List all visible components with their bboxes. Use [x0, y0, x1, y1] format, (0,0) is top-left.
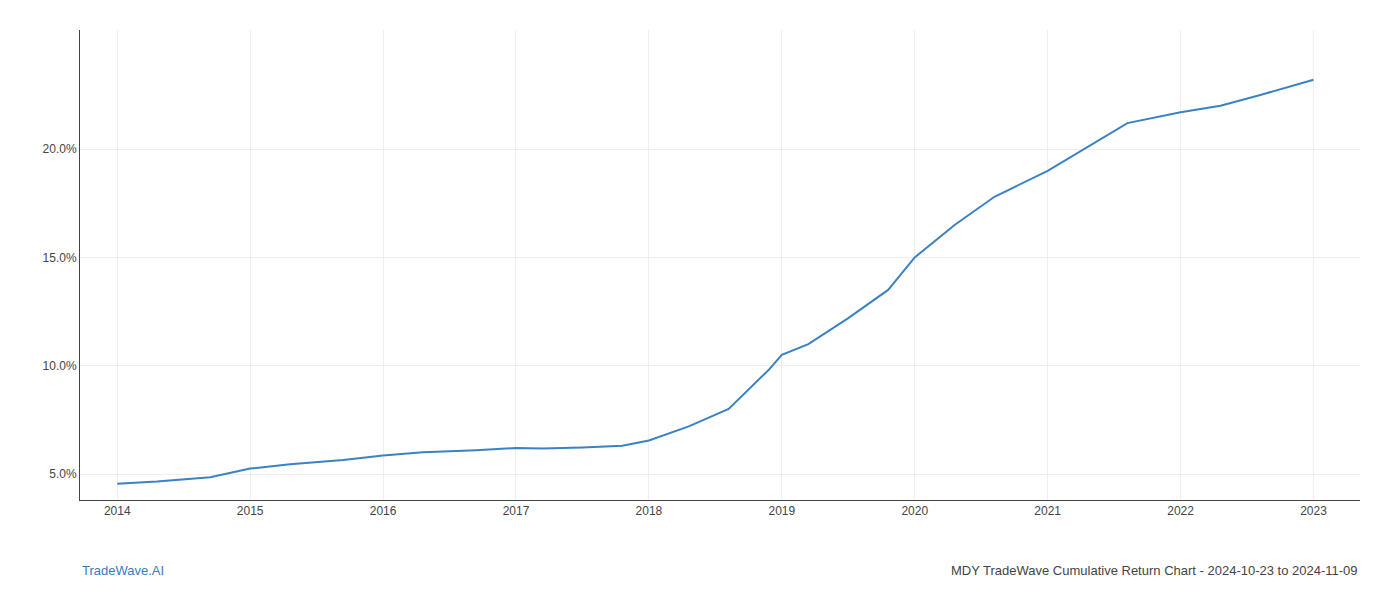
svg-text:20.0%: 20.0%	[43, 142, 77, 156]
svg-text:2020: 2020	[901, 504, 928, 518]
svg-text:5.0%: 5.0%	[49, 467, 77, 481]
svg-text:10.0%: 10.0%	[43, 359, 77, 373]
svg-text:2023: 2023	[1300, 504, 1327, 518]
svg-text:TradeWave.AI: TradeWave.AI	[82, 563, 164, 578]
svg-text:2016: 2016	[370, 504, 397, 518]
svg-text:2015: 2015	[237, 504, 264, 518]
svg-text:2014: 2014	[104, 504, 131, 518]
svg-text:15.0%: 15.0%	[43, 251, 77, 265]
svg-text:2017: 2017	[503, 504, 530, 518]
svg-text:2022: 2022	[1167, 504, 1194, 518]
svg-text:2021: 2021	[1034, 504, 1061, 518]
svg-text:MDY TradeWave Cumulative Retur: MDY TradeWave Cumulative Return Chart - …	[951, 563, 1358, 578]
svg-text:2019: 2019	[768, 504, 795, 518]
svg-text:2018: 2018	[636, 504, 663, 518]
